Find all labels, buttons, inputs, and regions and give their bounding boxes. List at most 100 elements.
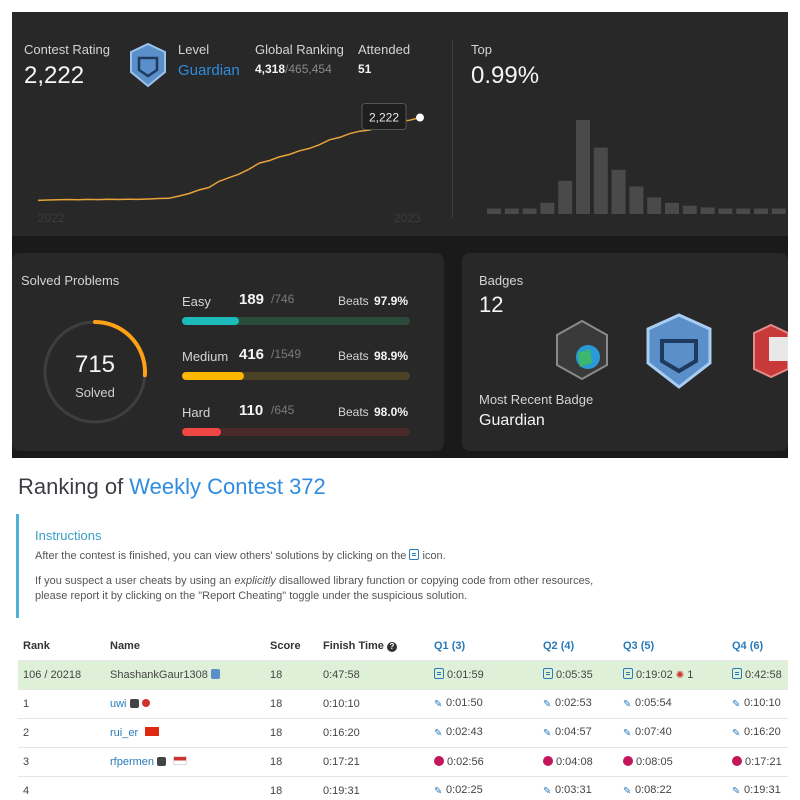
rating-distribution-chart[interactable] [467, 102, 787, 216]
question-time: 0:19:31 [744, 784, 781, 797]
score-cell: 18 [270, 659, 323, 689]
instructions-line-1-text: After the contest is finished, you can v… [35, 550, 407, 562]
question-time-cell: ✎ 0:10:10 [732, 688, 788, 718]
submission-icon[interactable]: ✎ [434, 699, 443, 710]
question-time-cell: ✎ 0:07:40 [623, 717, 732, 747]
user-name[interactable]: rfpermen [110, 755, 155, 768]
difficulty-count: 189 [239, 291, 265, 308]
ranking-table: Rank Name Score Finish Time ? Q1 (3) Q2 … [18, 632, 788, 800]
question-time: 0:05:54 [635, 697, 672, 709]
difficulty-bar-fill [182, 317, 239, 325]
contest-link[interactable]: Weekly Contest 372 [129, 474, 326, 499]
difficulty-bar-track [182, 428, 410, 436]
instructions-line-2: If you suspect a user cheats by using an… [35, 574, 593, 588]
help-icon[interactable]: ? [386, 641, 397, 652]
difficulty-label: Medium [182, 349, 229, 364]
attended-value: 51 [358, 62, 372, 76]
contest-rating-value: 2,222 [24, 62, 85, 89]
rating-tooltip [361, 103, 407, 131]
finish-time-cell: 0:19:31 [323, 775, 434, 800]
distribution-bar [487, 208, 501, 214]
vertical-divider [452, 40, 453, 218]
x-tick-label: 2023 [394, 211, 421, 225]
submission-icon[interactable]: ✎ [623, 699, 632, 710]
hexagon-badge-icon[interactable] [554, 319, 610, 381]
indonesia-flag-icon [173, 755, 188, 765]
guardian-large-badge-icon[interactable] [644, 313, 714, 389]
submission-icon[interactable]: ✎ [623, 728, 632, 739]
rating-tooltip-text: 2,222 [369, 111, 399, 125]
submission-icon[interactable]: ✎ [732, 786, 741, 798]
question-time: 0:04:57 [555, 726, 592, 738]
header-q3[interactable]: Q3 (5) [623, 639, 655, 652]
distribution-bar [647, 197, 662, 214]
submission-icon[interactable]: ✎ [543, 699, 552, 710]
score-cell: 18 [270, 717, 323, 747]
red-badge-icon[interactable] [751, 323, 788, 379]
wrong-attempts: 1 [687, 669, 694, 681]
submission-icon[interactable]: ✎ [543, 786, 552, 798]
submission-icon[interactable]: ✎ [543, 728, 552, 739]
guardian-badge-icon [210, 668, 220, 679]
beats-label: Beats [338, 294, 369, 308]
user-name[interactable]: ShashankGaur1308 [110, 668, 208, 681]
distribution-bar [593, 147, 608, 214]
distribution-bar [522, 208, 537, 214]
name-cell: rfpermen [110, 746, 270, 776]
header-q1[interactable]: Q1 (3) [434, 639, 466, 652]
rank-cell: 106 / 20218 [18, 659, 110, 689]
distribution-bar [540, 202, 555, 214]
question-time: 0:02:56 [447, 755, 484, 768]
instructions-line-1: After the contest is finished, you can v… [35, 549, 446, 563]
question-time-cell: 0:42:58 [732, 659, 788, 689]
submission-icon[interactable]: ✎ [623, 786, 632, 798]
global-total: /465,454 [285, 62, 332, 76]
solution-icon[interactable] [543, 668, 553, 679]
question-time: 0:02:25 [446, 784, 483, 797]
header-q2[interactable]: Q2 (4) [543, 639, 575, 652]
top-label: Top [471, 42, 492, 57]
submission-icon[interactable]: ✎ [732, 699, 741, 710]
user-name[interactable]: rui_er [110, 726, 139, 739]
cpp-lang-icon[interactable] [434, 755, 444, 766]
submission-icon[interactable]: ✎ [434, 786, 443, 798]
rating-line-chart[interactable]: 2,222 2022 2023 [12, 102, 452, 232]
header-finish-time-label: Finish Time [323, 639, 384, 652]
question-time: 0:01:50 [446, 697, 483, 709]
distribution-bar [700, 207, 715, 214]
rank-cell: 2 [18, 717, 110, 747]
ring-progress [43, 320, 147, 424]
question-time-cell: ✎ 0:16:20 [732, 717, 788, 747]
solution-icon [409, 549, 420, 560]
distribution-bar [504, 208, 519, 214]
finish-time-cell: 0:16:20 [323, 717, 434, 747]
question-time-cell: ✎ 0:19:31 [732, 775, 788, 800]
finish-time-cell: 0:17:21 [323, 746, 434, 776]
question-time-cell: ✎ 0:02:43 [434, 717, 543, 747]
question-time-cell: 0:08:05 [623, 746, 732, 776]
user-name[interactable]: uwi [110, 697, 127, 710]
solution-icon[interactable] [434, 668, 444, 679]
finish-time-cell: 0:10:10 [323, 688, 434, 718]
level-value: Guardian [178, 62, 240, 79]
solution-icon[interactable] [623, 668, 633, 679]
cpp-lang-icon[interactable] [543, 755, 553, 766]
distribution-bar [576, 120, 590, 214]
submission-icon[interactable]: ✎ [732, 728, 741, 739]
hexagon-badge-icon [157, 756, 167, 766]
cpp-lang-icon[interactable] [623, 755, 633, 766]
question-time-cell: 0:04:08 [543, 746, 623, 776]
score-cell: 18 [270, 746, 323, 776]
distribution-bar [682, 205, 697, 214]
table-row: 1 uwi 18 0:10:10 ✎ 0:01:50 ✎ 0:02:53 ✎ 0:05:54 ✎ 0… [18, 688, 788, 718]
distribution-bar [736, 208, 751, 214]
rank-cell: 1 [18, 688, 110, 718]
solution-icon[interactable] [732, 668, 742, 679]
attended-label: Attended [358, 42, 411, 57]
score-cell: 18 [270, 688, 323, 718]
cpp-lang-icon[interactable] [732, 755, 742, 766]
submission-icon[interactable]: ✎ [434, 728, 443, 739]
difficulty-total: /1549 [271, 347, 302, 361]
header-q4[interactable]: Q4 (6) [732, 639, 764, 652]
rating-current-point[interactable] [416, 113, 424, 122]
